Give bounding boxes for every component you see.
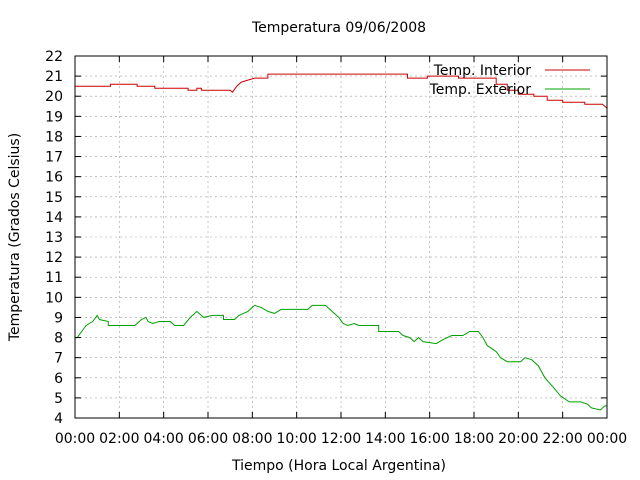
legend: Temp. Interior Temp. Exterior — [429, 63, 590, 98]
series-line-1 — [75, 73, 608, 109]
x-tick-labels: 00:00 02:00 04:00 06:00 08:00 10:00 12:00 14:00… — [55, 431, 627, 447]
chart-title: Temperatura 09/06/2008 — [251, 20, 426, 36]
x-tick-label: 08:00 — [232, 431, 272, 447]
x-tick-label: 10:00 — [276, 431, 316, 447]
y-tick-label: 5 — [54, 391, 63, 407]
y-tick-label: 9 — [54, 310, 63, 326]
x-tick-label: 04:00 — [143, 431, 183, 447]
y-tick-label: 11 — [45, 270, 63, 286]
y-tick-label: 17 — [45, 150, 63, 166]
y-tick-label: 8 — [54, 331, 63, 347]
x-tick-label: 20:00 — [498, 431, 538, 447]
x-tick-label: 18:00 — [454, 431, 494, 447]
ticks — [74, 55, 608, 419]
series-line-2 — [75, 304, 607, 411]
series-lines — [75, 73, 608, 411]
x-axis-label: Tiempo (Hora Local Argentina) — [231, 458, 446, 474]
legend-label: Temp. Interior — [433, 63, 532, 79]
x-tick-label: 22:00 — [542, 431, 582, 447]
y-tick-label: 14 — [45, 210, 63, 226]
grid — [75, 56, 607, 418]
y-tick-label: 12 — [45, 250, 63, 266]
y-tick-label: 19 — [45, 109, 63, 125]
y-tick-label: 4 — [54, 411, 63, 427]
y-tick-label: 6 — [54, 371, 63, 387]
y-tick-labels: 4 5 6 7 8 9 10 11 12 13 14 15 16 17 18 19 20 21 22 — [45, 49, 63, 427]
y-tick-label: 16 — [45, 170, 63, 186]
x-tick-label: 00:00 — [587, 431, 627, 447]
y-tick-label: 18 — [45, 129, 63, 145]
x-tick-label: 12:00 — [321, 431, 361, 447]
x-tick-label: 06:00 — [188, 431, 228, 447]
y-tick-label: 20 — [45, 89, 63, 105]
legend-label: Temp. Exterior — [429, 82, 532, 98]
y-axis-label: Temperatura (Grados Celsius) — [7, 133, 23, 342]
y-tick-label: 10 — [45, 290, 63, 306]
x-tick-label: 16:00 — [409, 431, 449, 447]
y-tick-label: 22 — [45, 49, 63, 65]
y-tick-label: 7 — [54, 351, 63, 367]
x-tick-label: 14:00 — [365, 431, 405, 447]
x-tick-label: 02:00 — [99, 431, 139, 447]
x-tick-label: 00:00 — [55, 431, 95, 447]
y-tick-label: 15 — [45, 190, 63, 206]
y-tick-label: 13 — [45, 230, 63, 246]
y-tick-label: 21 — [45, 69, 63, 85]
